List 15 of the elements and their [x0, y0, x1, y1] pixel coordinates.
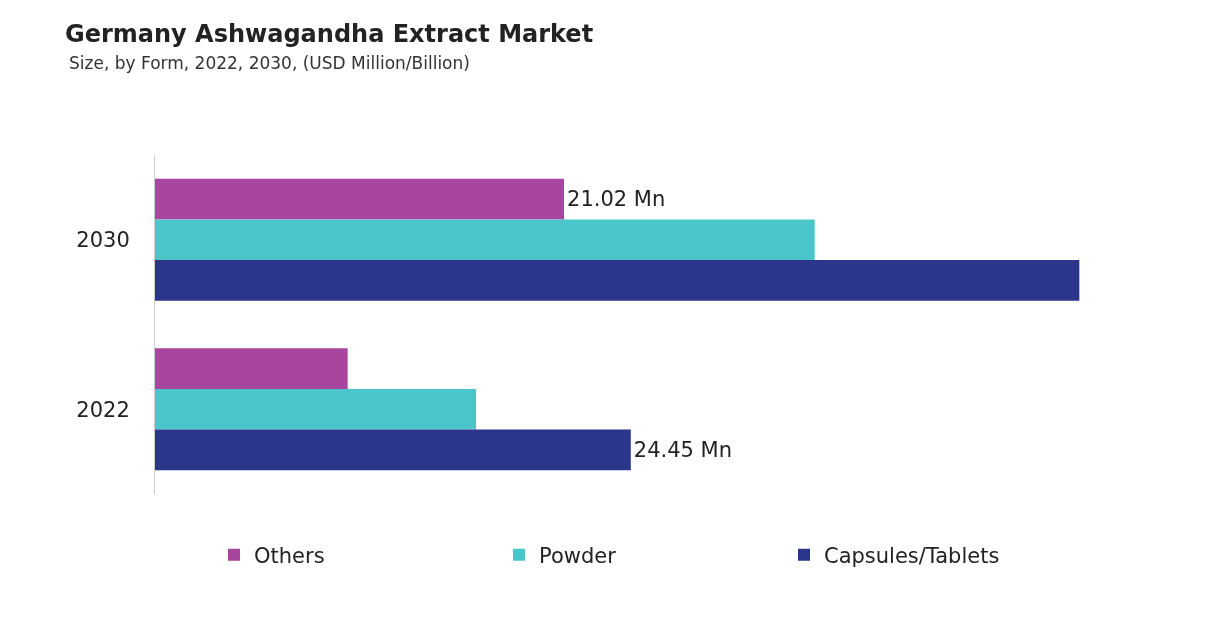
chart-title: Germany Ashwagandha Extract Market — [65, 20, 594, 48]
data-label: 24.45 Mn — [633, 437, 733, 462]
chart-subtitle: Size, by Form, 2022, 2030, (USD Million/Billion) — [69, 53, 470, 73]
bar — [155, 178, 565, 220]
bar — [155, 388, 477, 430]
legend-label: Powder — [539, 544, 617, 569]
legend-label: Others — [254, 544, 325, 569]
data-label: 21.02 Mn — [567, 187, 666, 212]
bar — [155, 219, 815, 261]
bar — [155, 348, 348, 389]
legend-label: Capsules/Tablets — [824, 544, 1000, 569]
y-tick-label: 2030 — [76, 228, 130, 253]
bar — [155, 429, 631, 471]
bar — [155, 260, 1080, 301]
y-tick-label: 2022 — [76, 397, 130, 422]
